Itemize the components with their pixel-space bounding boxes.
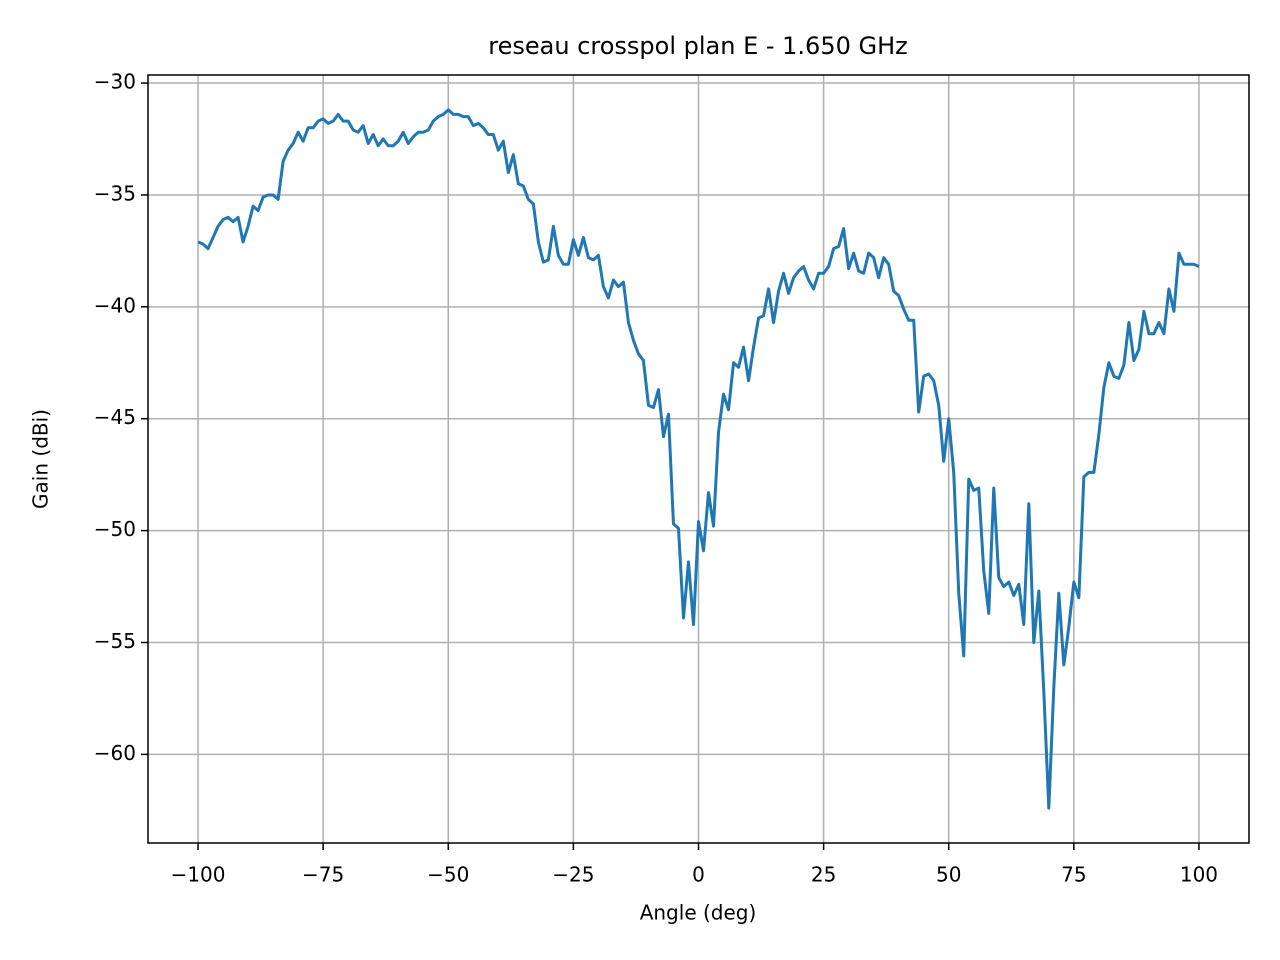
y-axis-label: Gain (dBi) xyxy=(29,409,53,509)
x-axis-label: Angle (deg) xyxy=(640,901,757,925)
x-tick-label: 50 xyxy=(936,863,961,887)
plot-frame xyxy=(147,74,1250,844)
chart-title: reseau crosspol plan E - 1.650 GHz xyxy=(488,32,907,60)
data-line xyxy=(197,108,1200,810)
y-tick-label: −30 xyxy=(94,70,136,94)
x-tick-label: 25 xyxy=(811,863,836,887)
x-tick-label: 100 xyxy=(1180,863,1218,887)
x-tick-label: −50 xyxy=(427,863,469,887)
x-tick-label: −100 xyxy=(171,863,226,887)
y-tick-label: −35 xyxy=(94,181,136,205)
y-tick-label: −45 xyxy=(94,405,136,429)
y-tick-label: −40 xyxy=(94,293,136,317)
x-tick-label: −75 xyxy=(302,863,344,887)
x-tick-label: −25 xyxy=(552,863,594,887)
x-tick-label: 75 xyxy=(1061,863,1086,887)
y-tick-label: −55 xyxy=(94,629,136,653)
y-tick-label: −60 xyxy=(94,741,136,765)
y-tick-label: −50 xyxy=(94,517,136,541)
x-tick-label: 0 xyxy=(692,863,705,887)
